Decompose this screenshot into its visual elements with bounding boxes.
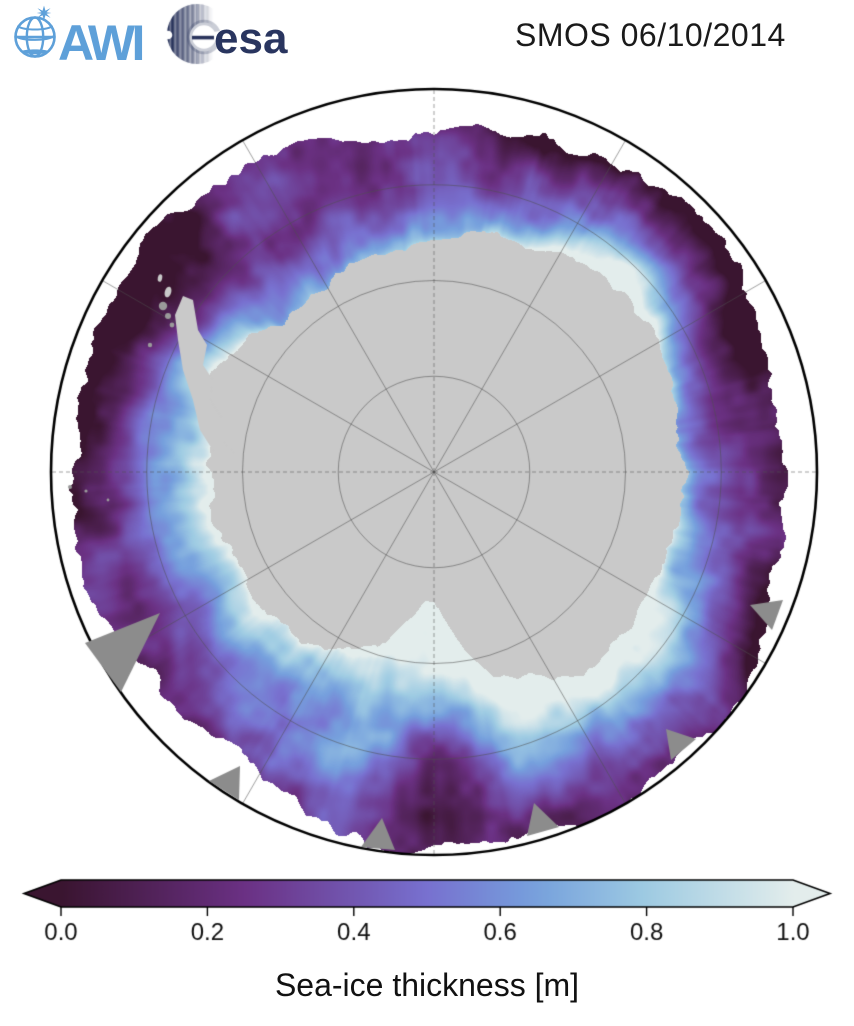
svg-text:AWI: AWI	[58, 15, 143, 71]
svg-text:esa: esa	[214, 14, 288, 63]
